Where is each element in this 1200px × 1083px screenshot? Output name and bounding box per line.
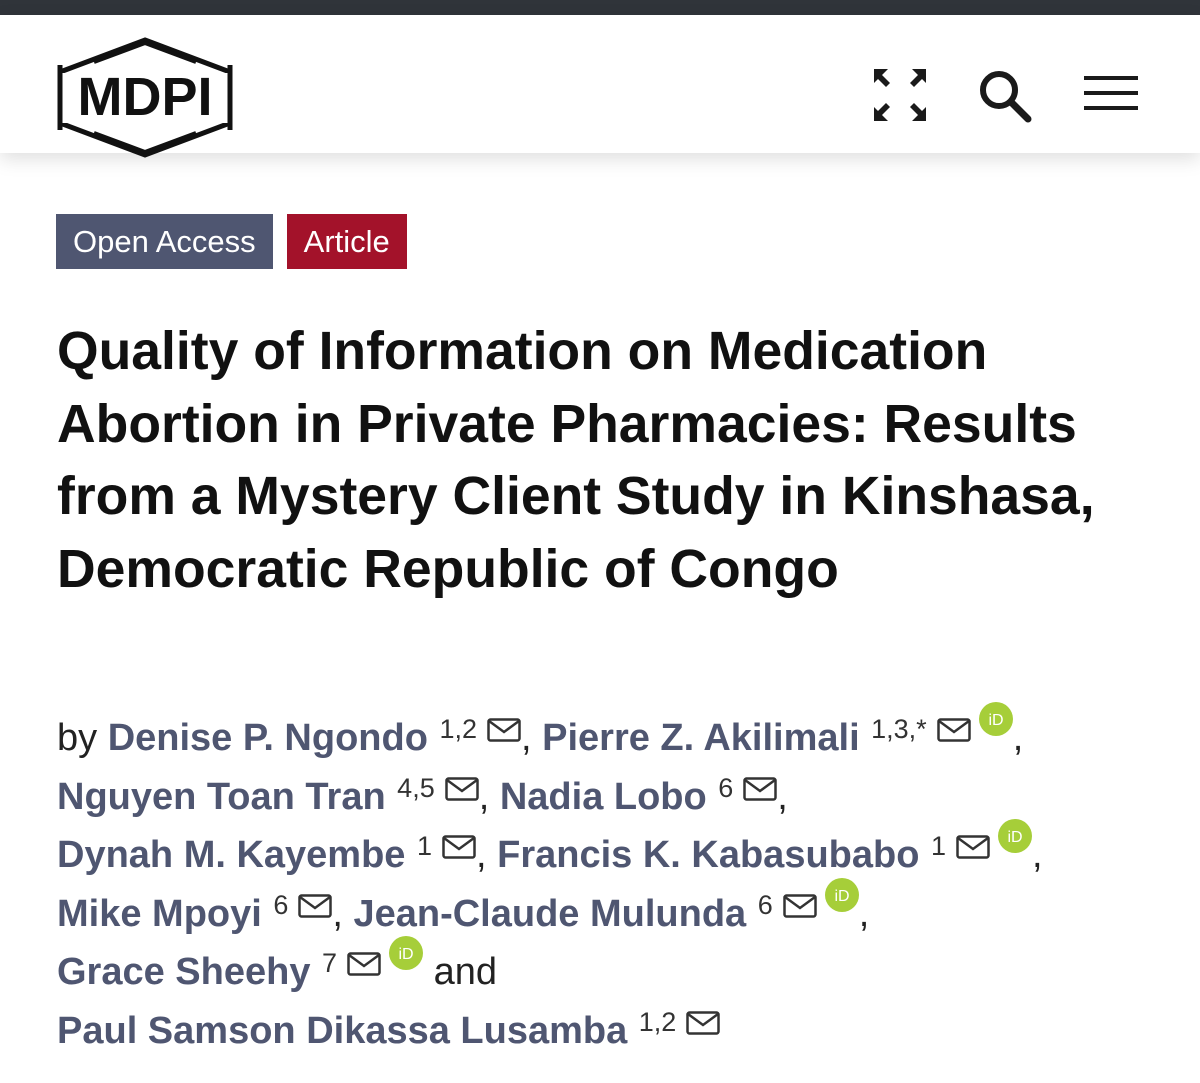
svg-text:MDPI: MDPI [78, 67, 213, 127]
separator-comma: , [521, 717, 532, 759]
author-name[interactable]: Denise P. Ngondo [107, 717, 428, 759]
email-icon[interactable] [487, 718, 521, 742]
email-icon[interactable] [347, 952, 381, 977]
expand-icon[interactable] [872, 67, 928, 123]
svg-text:iD: iD [1007, 829, 1022, 846]
email-icon[interactable] [936, 718, 971, 742]
author-affiliations: 7 [314, 948, 338, 979]
author-line: Nguyen Toan Tran 4,5, Nadia Lobo 6, [57, 759, 1157, 818]
top-strip [0, 0, 1200, 15]
author-name[interactable]: Jean-Claude Mulunda [353, 892, 747, 935]
article-title: Quality of Information on Medication Abo… [57, 322, 1095, 599]
mdpi-logo[interactable]: MDPI [54, 35, 236, 160]
svg-text:iD: iD [988, 712, 1003, 729]
email-icon[interactable] [442, 835, 476, 859]
site-header: MDPI [0, 15, 1200, 158]
separator-comma: , [777, 775, 788, 818]
author-list: by Denise P. Ngondo 1,2, Pierre Z. Akili… [57, 700, 1157, 1052]
author-affiliations: 6 [750, 889, 773, 920]
author-name[interactable]: Francis K. Kabasubabo [497, 834, 920, 877]
separator-comma: , [478, 775, 490, 818]
author-line: Paul Samson Dikassa Lusamba 1,2 [57, 993, 1157, 1052]
separator-comma: , [858, 892, 870, 935]
orcid-icon[interactable]: iD [389, 936, 424, 971]
separator-comma: , [332, 892, 343, 935]
open-access-badge[interactable]: Open Access [56, 214, 273, 269]
by-label: by [57, 717, 98, 759]
email-icon[interactable] [686, 1011, 721, 1035]
separator-comma: , [475, 834, 487, 877]
email-icon[interactable] [743, 776, 778, 801]
author-name[interactable]: Dynah M. Kayembe [57, 834, 406, 877]
author-affiliations: 1,3,* [863, 714, 927, 744]
email-icon[interactable] [782, 894, 817, 918]
email-icon[interactable] [444, 776, 479, 801]
svg-text:iD: iD [398, 946, 413, 963]
author-affiliations: 1,2 [631, 1006, 677, 1037]
author-name[interactable]: Nguyen Toan Tran [57, 775, 386, 818]
orcid-icon[interactable]: iD [978, 702, 1013, 736]
article-type-badge[interactable]: Article [286, 214, 407, 269]
author-affiliations: 1,2 [431, 714, 477, 744]
author-line: Grace Sheehy 7 iD and [57, 934, 1157, 993]
author-name[interactable]: Paul Samson Dikassa Lusamba [57, 1009, 628, 1052]
author-line: Mike Mpoyi 6, Jean-Claude Mulunda 6 iD, [57, 876, 1157, 935]
author-affiliations: 6 [710, 772, 734, 803]
orcid-icon[interactable]: iD [997, 819, 1032, 854]
separator-comma: , [1012, 717, 1024, 759]
author-affiliations: 6 [265, 889, 289, 920]
author-affiliations: 1 [409, 831, 432, 862]
author-line: Dynah M. Kayembe 1, Francis K. Kabasubab… [57, 817, 1157, 876]
author-affiliations: 4,5 [389, 772, 435, 803]
article-badges: Open Access Article [56, 214, 407, 269]
email-icon[interactable] [956, 835, 990, 859]
author-affiliations: 1 [923, 831, 946, 862]
email-icon[interactable] [298, 894, 333, 918]
menu-icon[interactable] [1084, 73, 1138, 113]
orcid-icon[interactable]: iD [824, 877, 859, 912]
author-name[interactable]: Nadia Lobo [499, 775, 707, 818]
author-name[interactable]: Mike Mpoyi [57, 892, 262, 935]
separator-comma: , [1031, 834, 1043, 877]
author-name[interactable]: Pierre Z. Akilimali [542, 717, 860, 759]
author-name[interactable]: Grace Sheehy [57, 951, 311, 994]
and-label: and [433, 951, 497, 994]
author-line: by Denise P. Ngondo 1,2, Pierre Z. Akili… [57, 700, 1157, 759]
svg-text:iD: iD [834, 888, 849, 905]
search-icon[interactable] [978, 69, 1032, 123]
